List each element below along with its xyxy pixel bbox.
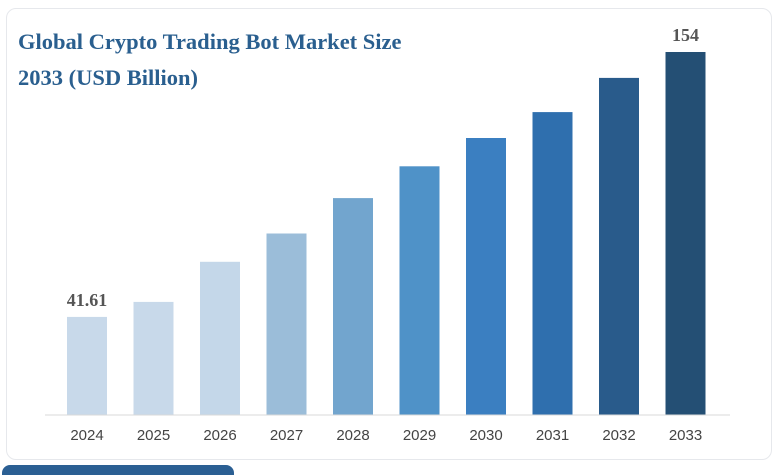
bars-group [67, 52, 706, 416]
chart-title-line-2: 2033 (USD Billion) [18, 65, 199, 90]
x-tick-label-2024: 2024 [70, 427, 103, 444]
x-tick-label-2027: 2027 [270, 427, 303, 444]
bar-2026 [200, 261, 240, 415]
data-label-2024: 41.61 [67, 290, 108, 310]
x-tick-labels: 2024 2025 2026 2027 2028 2029 2030 2031 2032 2033 [70, 427, 702, 444]
chart-title: Global Crypto Trading Bot Market Size 20… [18, 24, 488, 96]
bar-2027 [266, 233, 307, 415]
bar-2032 [599, 77, 639, 416]
x-tick-label-2033: 2033 [669, 427, 702, 444]
x-tick-label-2025: 2025 [137, 427, 170, 444]
bar-2031 [532, 112, 573, 415]
bar-2024 [67, 316, 107, 415]
bottom-tab [2, 465, 234, 475]
x-tick-label-2030: 2030 [469, 427, 502, 444]
bar-2033 [665, 52, 706, 415]
data-labels: 41.61 154 [67, 25, 699, 310]
bar-2025 [133, 301, 174, 415]
bar-2028 [333, 198, 373, 415]
bar-2029 [399, 166, 440, 415]
x-tick-label-2031: 2031 [536, 427, 569, 444]
x-tick-label-2029: 2029 [403, 427, 436, 444]
x-tick-label-2032: 2032 [602, 427, 635, 444]
x-tick-label-2026: 2026 [203, 427, 236, 444]
x-tick-label-2028: 2028 [336, 427, 369, 444]
bar-2030 [466, 138, 506, 415]
data-label-2033: 154 [672, 25, 699, 45]
chart-title-line-1: Global Crypto Trading Bot Market Size [18, 29, 402, 54]
